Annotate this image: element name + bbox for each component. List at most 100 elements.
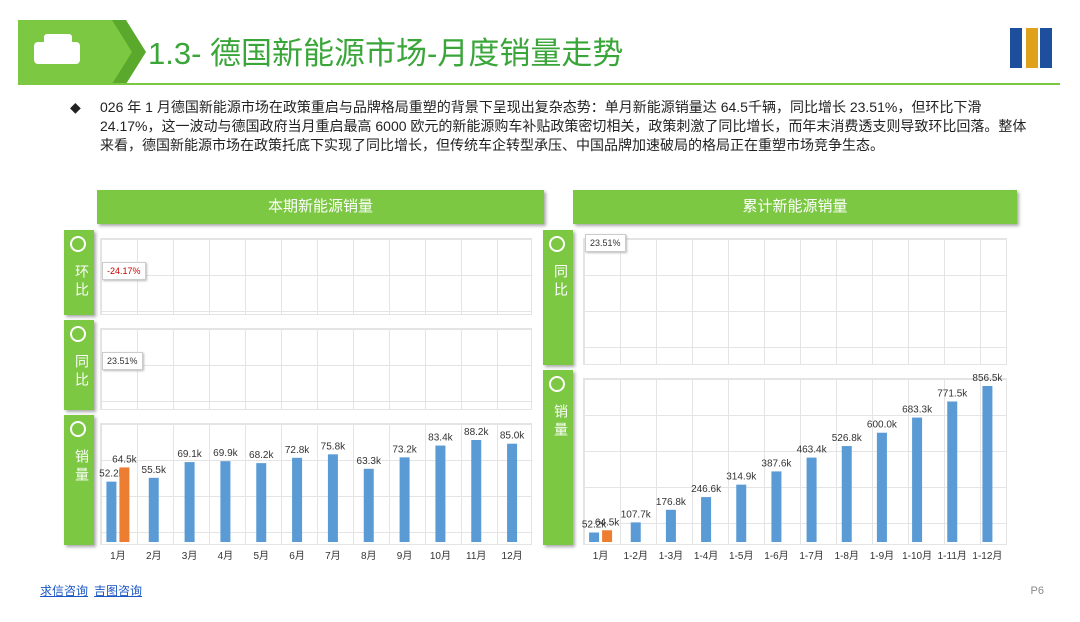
x-tick-label: 1-5月: [729, 550, 753, 562]
bar: [292, 457, 303, 542]
value-label: 64.5k: [595, 517, 620, 528]
bar: [435, 445, 446, 542]
bar: [876, 432, 887, 542]
side-panel: 同比: [543, 230, 573, 365]
bar: [220, 461, 231, 542]
icon: [70, 421, 86, 437]
title: 1.3- 德国新能源市场-月度销量走势: [148, 36, 624, 71]
x-tick-label: 9月: [397, 550, 413, 562]
side-panel: 环比: [64, 230, 94, 315]
side-label: 环比: [74, 264, 90, 300]
plot-grid: [100, 423, 532, 545]
header-deco: [18, 20, 1060, 85]
value-label: 526.8k: [832, 433, 863, 444]
x-tick-label: 1-9月: [870, 550, 894, 562]
plot-grid: [583, 378, 1007, 545]
annotation: 23.51%: [585, 234, 626, 252]
page-number: P6: [1030, 585, 1044, 597]
x-tick-label: 4月: [218, 550, 234, 562]
x-tick-label: 1-7月: [799, 550, 823, 562]
x-tick-label: 6月: [289, 550, 305, 562]
x-tick-label: 1-8月: [835, 550, 859, 562]
annotation: -24.17%: [102, 262, 146, 280]
value-label: 463.4k: [797, 445, 828, 456]
value-label: 856.5k: [972, 373, 1003, 384]
value-label: 64.5k: [112, 454, 137, 465]
x-tick-label: 5月: [253, 550, 269, 562]
bar: [184, 462, 195, 542]
bar: [399, 457, 410, 542]
bar: [912, 417, 923, 542]
x-tick-label: 12月: [502, 550, 523, 562]
bar: [327, 454, 338, 542]
bar: [736, 484, 747, 542]
bar: [119, 467, 130, 542]
value-label: 75.8k: [321, 441, 346, 452]
side-label: 销量: [553, 404, 569, 440]
icon: [549, 236, 565, 252]
side-panel: 同比: [64, 320, 94, 410]
value-label: 85.0k: [500, 431, 525, 442]
x-tick-label: 7月: [325, 550, 341, 562]
value-label: 63.3k: [357, 456, 382, 467]
side-panel: 销量: [543, 370, 573, 545]
value-label: 88.2k: [464, 427, 489, 438]
value-label: 69.1k: [177, 449, 202, 460]
bar: [841, 446, 852, 542]
x-tick-label: 8月: [361, 550, 377, 562]
value-label: 69.9k: [213, 448, 238, 459]
side-label: 同比: [553, 264, 569, 300]
value-label: 83.4k: [428, 433, 453, 444]
x-tick-label: 1-3月: [659, 550, 683, 562]
side-label: 销量: [74, 449, 90, 485]
source-link[interactable]: 吉图咨询: [94, 584, 143, 598]
x-tick-label: 1-10月: [902, 550, 932, 562]
footer: 求信咨询 吉图咨询: [40, 582, 148, 599]
value-label: 246.6k: [691, 484, 722, 495]
bar: [256, 463, 267, 542]
bar: [363, 468, 374, 542]
x-tick-label: 10月: [430, 550, 451, 562]
panel-header: 累计新能源销量: [573, 190, 1017, 224]
x-tick-label: 1-11月: [938, 550, 967, 562]
side-label: 同比: [74, 354, 90, 390]
x-tick-label: 1-4月: [694, 550, 718, 562]
bar: [148, 477, 159, 542]
bar: [507, 443, 518, 542]
x-tick-label: 2月: [146, 550, 162, 562]
value-label: 683.3k: [902, 405, 933, 416]
value-label: 771.5k: [937, 388, 968, 399]
bar: [982, 386, 993, 542]
bar: [602, 530, 613, 542]
icon: [549, 376, 565, 392]
value-label: 600.0k: [867, 420, 898, 431]
icon: [70, 236, 86, 252]
value-label: 55.5k: [142, 465, 167, 476]
bar: [665, 509, 676, 542]
plot-grid: [100, 238, 532, 315]
summary: 026 年 1 月德国新能源市场在政策重启与品牌格局重塑的背景下呈现出复杂态势：…: [70, 98, 1035, 155]
value-label: 72.8k: [285, 445, 310, 456]
bar: [947, 401, 958, 542]
plot-grid: [100, 328, 532, 410]
value-label: 176.8k: [656, 497, 687, 508]
value-label: 314.9k: [726, 472, 757, 483]
bar: [630, 522, 641, 542]
annotation: 23.51%: [102, 352, 143, 370]
value-label: 73.2k: [392, 444, 417, 455]
bar: [106, 481, 117, 542]
x-tick-label: 1-2月: [624, 550, 648, 562]
side-panel: 销量: [64, 415, 94, 545]
value-label: 387.6k: [761, 458, 792, 469]
bar: [806, 457, 817, 542]
x-tick-label: 3月: [182, 550, 198, 562]
icon: [70, 326, 86, 342]
x-tick-label: 1月: [110, 550, 126, 562]
bar: [471, 440, 482, 542]
value-label: 107.7k: [621, 509, 652, 520]
x-tick-label: 1-6月: [764, 550, 788, 562]
panel-header: 本期新能源销量: [97, 190, 544, 224]
source-link[interactable]: 求信咨询: [40, 584, 89, 598]
